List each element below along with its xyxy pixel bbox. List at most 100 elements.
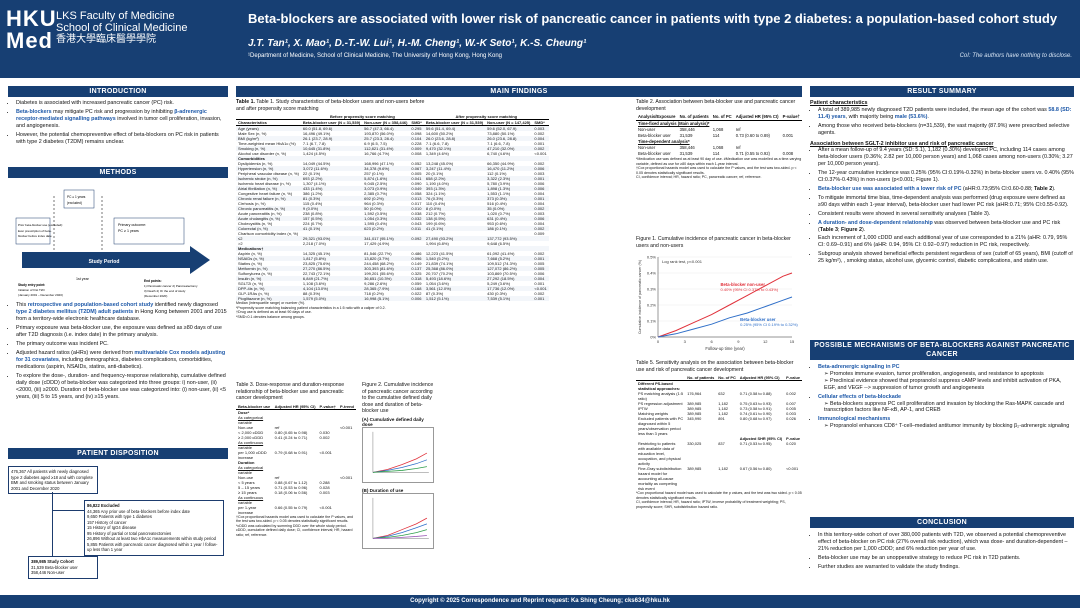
section-label: Time-fixed analysis (Main analysis)*	[638, 121, 710, 126]
table3-cell	[338, 415, 356, 425]
table1-note: *SMD<0.1 denotes balance among groups.	[236, 314, 305, 319]
table3-row: per 1,000 cDDD increase 0.79 (0.68 to 0.9…	[236, 450, 356, 460]
footer: Copyright © 2025 Correspondence and Repr…	[0, 595, 1080, 608]
table1-cell: Metformin (n, %)	[238, 266, 268, 271]
table1-cell: 87 (0.3%)	[425, 291, 444, 296]
svg-text:End points:: End points:	[144, 279, 162, 283]
table1-cell: 7.1 (6.6, 7.8)	[425, 141, 449, 146]
table5-cell: <0.001	[786, 466, 799, 471]
table1-note: *Propensity score matching balancing pat…	[236, 305, 386, 310]
figure1-xtick: 9	[737, 339, 740, 344]
table1-cell: 61,092 (41.4%)	[487, 251, 515, 256]
faculty-name: LKS Faculty of Medicine School of Clinic…	[56, 10, 187, 46]
table1-row: Peripheral vascular disease (n, %) 22 (0.…	[236, 171, 549, 176]
table1-cell: 0.059	[411, 281, 422, 286]
table1-cell: <0.001	[534, 286, 547, 291]
table1-cell: 5,780 (3.9%)	[487, 181, 511, 186]
figure1-ytick: 0.5%	[647, 255, 657, 260]
poster-title: Beta-blockers are associated with lower …	[248, 11, 1058, 26]
table1-cell: 12,223 (41.5%)	[425, 251, 454, 256]
table3-row: ≥ 2,000 cDDD 0.41 (0.24 to 0.71) 0.002	[236, 435, 356, 440]
table5-grid: No. of patients No. of PC Adjusted HR (9…	[636, 375, 802, 491]
table1-group-after: After propensity score matching	[423, 114, 549, 120]
figure1-ylabel: Cumulative incidence of pancreatic cance…	[638, 260, 642, 334]
table3-cell: Dose*	[238, 409, 250, 415]
table1-cell: 22 (0.1%)	[302, 171, 321, 176]
table5-cell: 0.020	[786, 441, 796, 446]
table2-row: Beta-blocker user 31,539 114 0.71 (0.55 to …	[636, 151, 802, 157]
table1-cell: 692 (0.2%)	[364, 196, 384, 201]
section-mechanisms: POSSIBLE MECHANISMS OF BETA-BLOCKERS AGA…	[810, 340, 1074, 360]
table3-cell	[338, 505, 356, 515]
authors: J.T. Tan¹, X. Mao¹, D.-T.-W. Lui¹, H.-M.…	[248, 38, 587, 49]
table1-cell: 341,017 (95.1%)	[364, 236, 394, 241]
table3-cell: 0.028	[319, 484, 330, 490]
table5-row: Excluded patients with PC diagnosed with…	[636, 416, 802, 436]
table1-cell: 516 (0.4%)	[487, 201, 507, 206]
table1-cell: 433 (1.4%)	[302, 186, 323, 191]
table1-cell: 224 (0.7%)	[302, 221, 323, 226]
table1-cell: 0.041	[411, 176, 422, 181]
table2-cell: Beta-blocker user	[638, 133, 671, 138]
table1-cell: Smoking (n, %)	[238, 146, 266, 151]
section-result-summary: RESULT SUMMARY	[810, 86, 1074, 97]
table1-cell: 56.7 (47.3, 66.4)	[364, 126, 394, 131]
table1-cell: 0.001	[534, 281, 545, 286]
table2-grid: Analysis/Exposure No. of patients No. of…	[636, 114, 802, 157]
table2-cell: 31,539	[679, 133, 693, 138]
table2-cell: 0.001	[782, 133, 794, 138]
table1-cell: 14,325 (45.1%)	[302, 251, 331, 256]
table3-row: per 1-year increase 0.66 (0.55 to 0.79) <0…	[236, 505, 356, 515]
table3-cell: ≥ 15 years	[238, 489, 257, 495]
table1-cell: 0.090	[411, 181, 422, 186]
table1-cell: 0.001	[534, 256, 545, 261]
table1-cell: 21,839 (74.1%)	[425, 261, 454, 266]
table3-cell: ref	[274, 424, 280, 430]
table1-cell: 1,817 (5.8%)	[302, 256, 326, 261]
summary-item: To mitigate immortal time bias, time-dep…	[818, 195, 1074, 209]
table2-cell: ref	[735, 145, 741, 150]
table1-cell: Chronic renal failure (n, %)	[238, 196, 286, 201]
mechanism-title: Immunological mechanisms	[818, 416, 891, 423]
section-introduction: INTRODUCTION	[8, 86, 228, 97]
table1-cell: 6.9 (6.5, 7.5)	[364, 141, 387, 146]
methods-item: The primary outcome was incident PC.	[16, 341, 228, 348]
table3-cell	[338, 450, 356, 460]
table1-cell: 9 (0.0%)	[302, 206, 319, 211]
table1-cell: 1,898 (1.3%)	[487, 186, 511, 191]
table1-cell: Medications†	[238, 246, 264, 251]
table1-cell: 23,825 (75.6%)	[302, 261, 331, 266]
table1-cell: 110 (0.4%)	[425, 201, 446, 206]
table1-row: Congestive heart failure (n, %) 386 (1.2%…	[236, 191, 549, 196]
table1-cell: 16,496 (49.1%)	[302, 131, 331, 136]
table1-cell: 26.1 (23.7, 28.9)	[302, 136, 333, 141]
mechanism-detail: ➢ Preclinical evidence showed that propr…	[824, 377, 1062, 391]
table1-cell: 1,108 (3.6%)	[302, 281, 326, 286]
table3-cell: 0.71 (0.53 to 0.96)	[274, 484, 308, 490]
table3-cell: 5 – 15 years	[238, 484, 261, 490]
table1-cell: Peripheral vascular disease (n, %)	[238, 171, 299, 176]
table1-cell: 16,998 (5.1%)	[364, 296, 390, 301]
table2-section: Time-fixed analysis (Main analysis)*	[636, 121, 802, 128]
table2-cell: 0.008	[782, 151, 794, 156]
table2-cell: 0.71 (0.55 to 0.92)	[735, 151, 770, 156]
table1-cell: 0.002	[534, 251, 545, 256]
table3-cell: As categorical variable	[238, 414, 264, 425]
table3-cell	[273, 465, 318, 475]
figure1-user-value: 0.25% (95% CI 0.19% to 0.32%)	[740, 322, 798, 327]
mechanism-title: Cellular effects of beta-blockade	[818, 393, 901, 400]
table1-cell: 81,546 (22.7%)	[364, 251, 392, 256]
table1-cell: 0.002	[534, 131, 545, 136]
figure1-xlabel: Follow-up time (year)	[705, 346, 745, 351]
table1-row: Pioglitazone (n, %) 1,579 (5.0%) 16,998 (5…	[236, 296, 549, 301]
affiliation: ¹Department of Medicine, School of Clini…	[248, 53, 503, 59]
table1-cell: 393 (1.3%)	[425, 186, 446, 191]
table1-cell: Sulfonylurea (n, %)	[238, 271, 273, 276]
table2-cell: 114	[712, 151, 720, 156]
table1-cell: 0.058	[411, 191, 422, 196]
table2-caption: Table 2. Association between beta-blocke…	[636, 99, 796, 112]
table1-cell: 2,218 (7.0%)	[302, 241, 326, 246]
section-patient-disposition: PATIENT DISPOSITION	[8, 448, 228, 459]
table3-cell: < 5 years	[238, 479, 255, 485]
table1-cell: 2,385 (0.7%)	[364, 191, 388, 196]
